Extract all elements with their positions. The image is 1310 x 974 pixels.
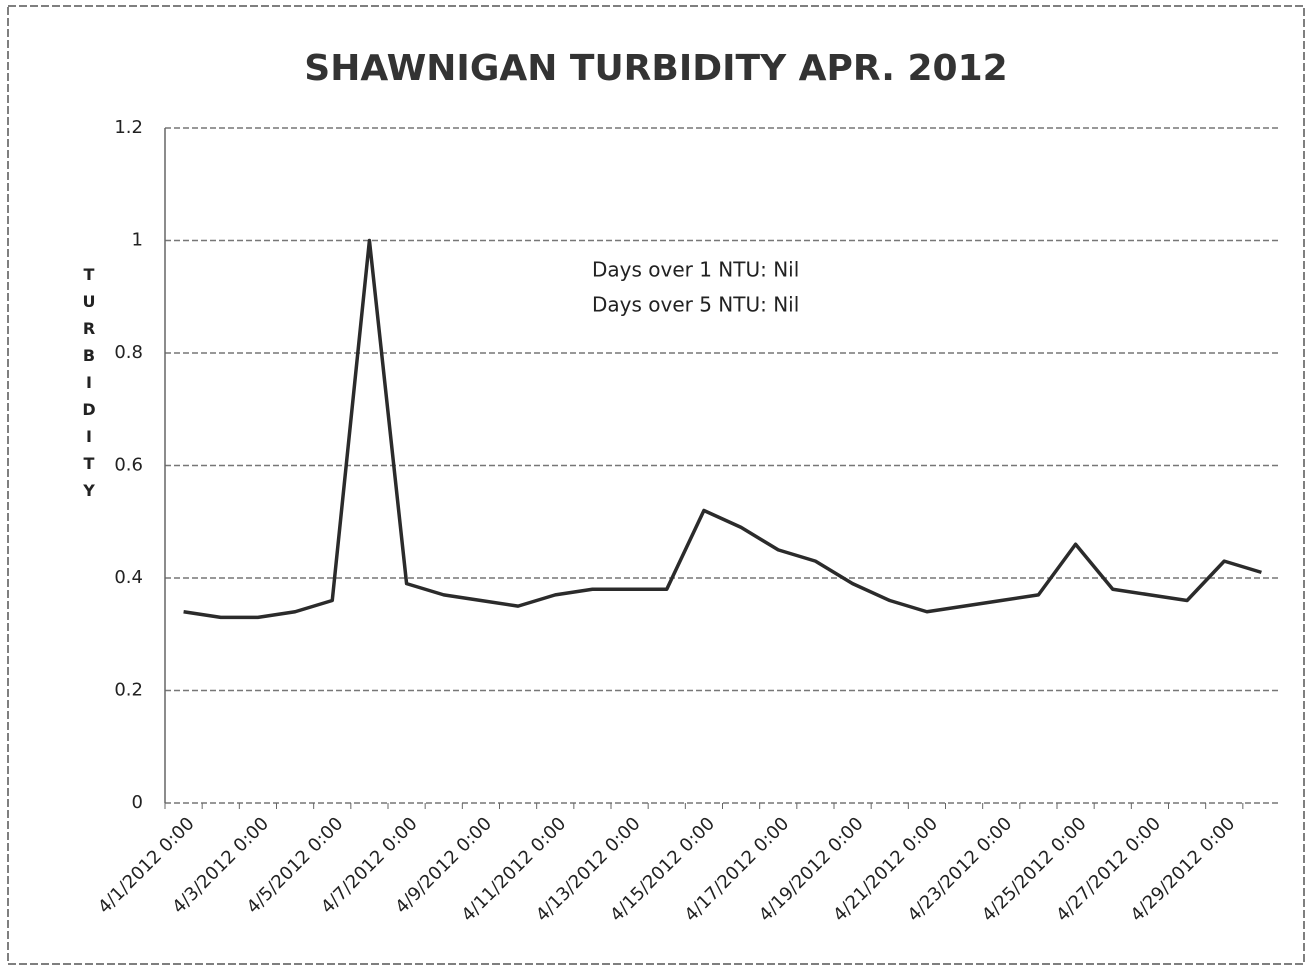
y-tick-label: 0.4 bbox=[114, 567, 143, 588]
chart-border bbox=[7, 5, 1305, 965]
y-tick-label: 0.2 bbox=[114, 680, 143, 701]
data-line bbox=[183, 238, 1262, 620]
y-tick-label: 0.8 bbox=[114, 342, 143, 363]
y-axis-label: TURBIDITY bbox=[80, 265, 99, 508]
y-tick-label: 0 bbox=[132, 792, 143, 813]
y-tick-label: 1.2 bbox=[114, 117, 143, 138]
annotation: Days over 1 NTU: Nil bbox=[592, 258, 799, 282]
y-tick-label: 0.6 bbox=[114, 455, 143, 476]
annotation: Days over 5 NTU: Nil bbox=[592, 293, 799, 317]
chart-title: SHAWNIGAN TURBIDITY APR. 2012 bbox=[304, 48, 1007, 89]
y-tick-label: 1 bbox=[132, 230, 143, 251]
